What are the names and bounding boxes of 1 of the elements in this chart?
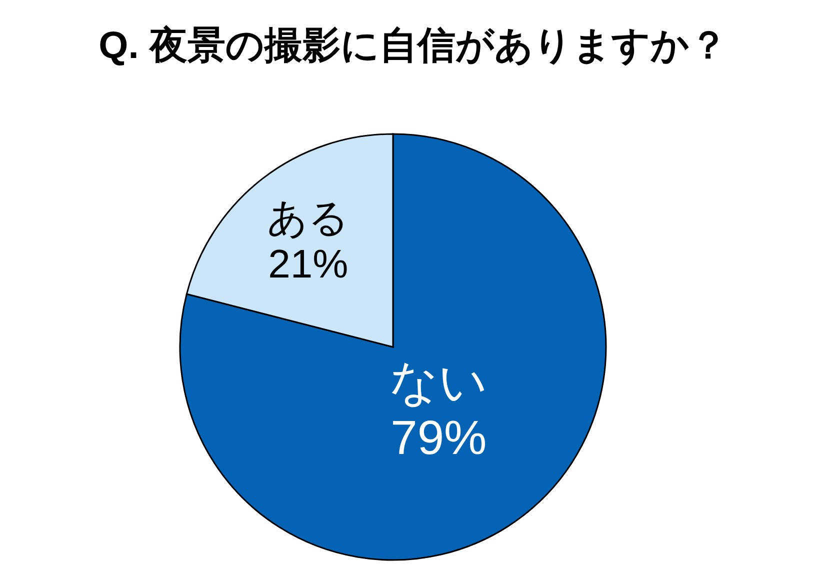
title: Q. 夜景の撮影に自信がありますか？ bbox=[98, 25, 728, 67]
